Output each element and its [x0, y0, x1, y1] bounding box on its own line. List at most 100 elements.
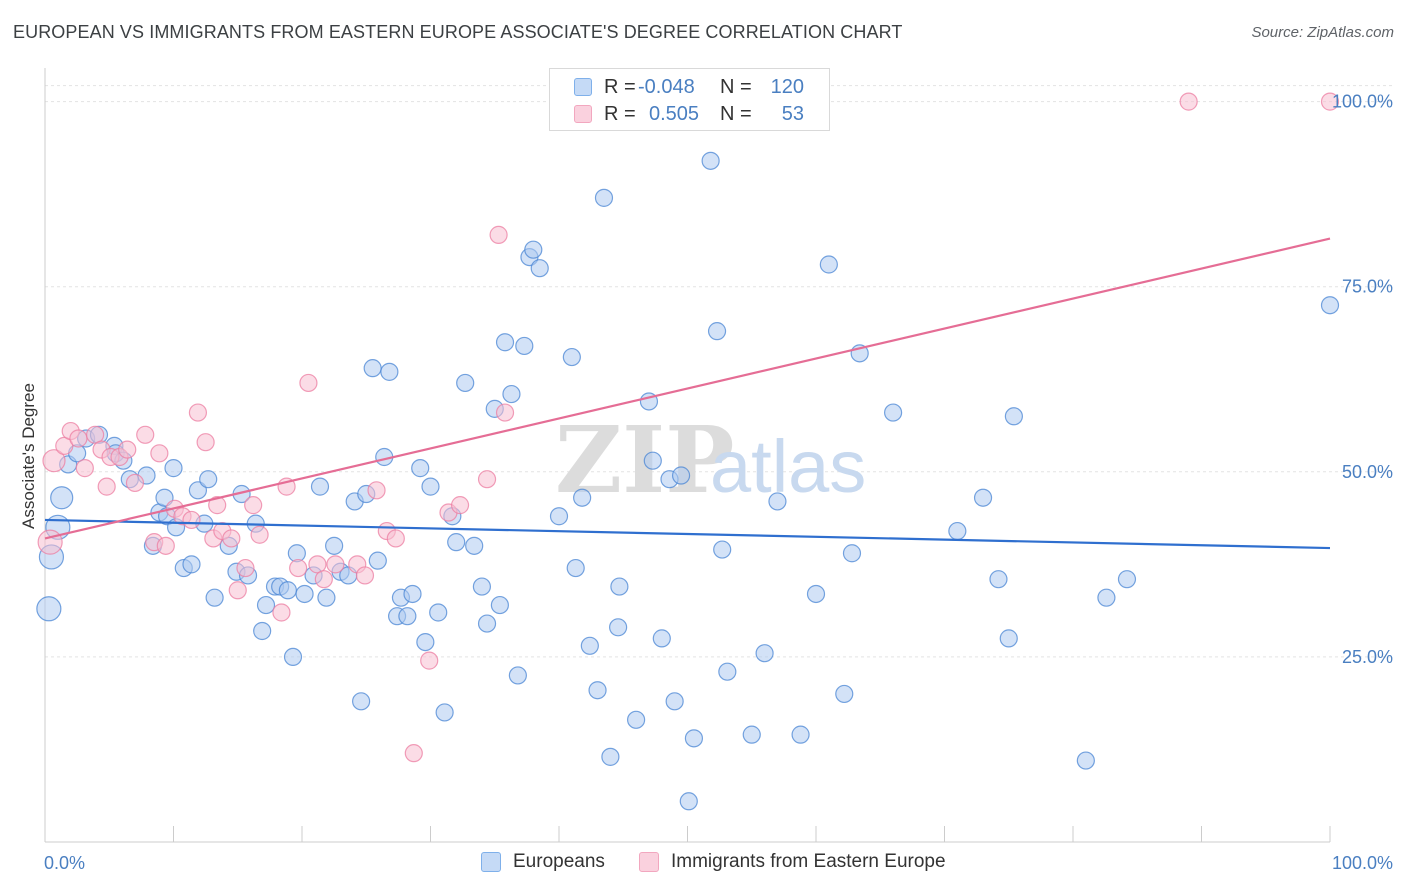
legend-swatch-europeans [574, 78, 592, 96]
data-point [806, 584, 826, 604]
data-point [768, 492, 787, 511]
data-point [1320, 296, 1340, 315]
legend-swatch-immigrants [639, 852, 659, 872]
chart-title: EUROPEAN VS IMMIGRANTS FROM EASTERN EURO… [13, 22, 903, 42]
data-point [948, 521, 967, 541]
data-point [317, 588, 336, 607]
data-point [447, 533, 466, 552]
data-point [208, 496, 227, 515]
legend-item-immigrants[interactable]: Immigrants from Eastern Europe [639, 851, 946, 873]
data-point [718, 662, 737, 681]
data-point [601, 747, 620, 766]
data-point [363, 359, 382, 378]
data-point [588, 681, 607, 700]
data-point [125, 473, 145, 493]
legend-swatch-europeans [481, 852, 501, 872]
data-point [883, 403, 903, 422]
data-point [626, 710, 646, 729]
data-point [222, 529, 241, 548]
data-point [1097, 588, 1116, 607]
legend-r-value: -0.048 [638, 75, 695, 98]
data-point [289, 558, 308, 578]
y-tick-label: 25.0% [1342, 647, 1393, 667]
data-point [420, 651, 439, 670]
data-point [205, 588, 224, 607]
data-point [472, 577, 491, 596]
data-point [989, 570, 1008, 589]
data-point [325, 536, 344, 555]
data-point [1117, 570, 1137, 589]
legend-n-value: 53 [781, 102, 804, 125]
data-point [416, 632, 435, 652]
data-point [272, 603, 291, 622]
data-point [368, 551, 387, 570]
data-point [256, 595, 276, 615]
data-point [228, 581, 247, 600]
data-point [684, 729, 704, 748]
data-point [594, 188, 614, 207]
legend-n-label: N = [720, 102, 752, 125]
data-point [118, 440, 137, 459]
data-point [643, 451, 662, 470]
data-point [136, 425, 155, 444]
data-point [508, 666, 527, 685]
legend-r-value: 0.505 [649, 102, 700, 125]
data-point [199, 470, 218, 489]
data-point [398, 607, 417, 626]
data-point [164, 459, 183, 478]
data-point [310, 477, 330, 496]
data-point [250, 525, 269, 544]
data-point [295, 584, 314, 604]
x-tick-label: 100.0% [1332, 853, 1393, 873]
data-point [755, 644, 774, 663]
trend-lines [44, 237, 1331, 550]
trend-line [44, 237, 1331, 540]
data-point [1179, 92, 1198, 111]
data-point [403, 584, 422, 604]
data-point [999, 629, 1018, 648]
data-point [37, 529, 63, 555]
data-point [652, 629, 671, 648]
legend-item-europeans[interactable]: Europeans [481, 851, 605, 873]
series-legend: Europeans Immigrants from Eastern Europe [0, 851, 1406, 879]
data-point [679, 792, 698, 811]
data-point [42, 449, 66, 473]
data-point [515, 336, 534, 356]
data-point [524, 240, 543, 259]
data-point [465, 536, 484, 555]
x-tick-label: 0.0% [44, 853, 85, 873]
data-point [156, 536, 175, 555]
data-point [477, 470, 497, 489]
data-point [530, 259, 549, 278]
data-point [97, 477, 116, 496]
data-point [182, 510, 201, 530]
data-point [244, 496, 263, 515]
watermark-atlas: atlas [710, 425, 866, 508]
data-point [671, 466, 691, 485]
data-point [50, 486, 74, 510]
y-tick-label: 50.0% [1342, 462, 1393, 482]
data-point [367, 481, 386, 500]
data-point [421, 477, 440, 496]
data-point [490, 595, 509, 615]
legend-row-europeans: R = -0.048 N = 120 [574, 74, 804, 100]
data-point [380, 362, 399, 381]
data-point [429, 603, 448, 622]
data-point [1004, 407, 1023, 426]
legend-n-label: N = [720, 75, 752, 98]
data-point [155, 488, 174, 507]
y-tick-label: 75.0% [1342, 277, 1393, 297]
data-point [609, 618, 628, 637]
data-point [665, 692, 684, 711]
legend-swatch-immigrants [574, 105, 592, 123]
legend-r-label: R = [604, 102, 636, 125]
data-point [701, 151, 720, 170]
data-point [188, 481, 208, 500]
correlation-legend: R = -0.048 N = 120 R = 0.505 N = 53 [549, 68, 830, 131]
data-point [610, 577, 629, 596]
data-point [411, 459, 430, 478]
data-point [253, 621, 272, 641]
data-point [150, 444, 169, 463]
data-point [1320, 92, 1340, 111]
data-point [386, 529, 405, 548]
